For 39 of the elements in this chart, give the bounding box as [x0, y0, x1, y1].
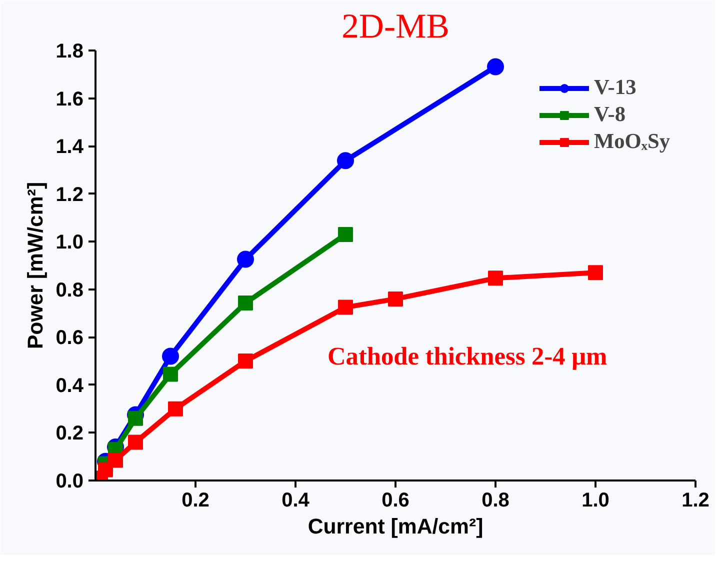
y-tick-label: 0.4 — [56, 374, 84, 397]
point — [588, 265, 603, 280]
point — [108, 452, 123, 468]
x-tick-label: 0.2 — [182, 490, 210, 512]
point — [162, 348, 179, 365]
legend-label: V-13 — [594, 75, 636, 100]
y-tick-label: 0.0 — [56, 470, 84, 492]
x-axis-title: Current [mA/cm²] — [308, 514, 484, 538]
y-tick-label: 1.6 — [56, 88, 84, 110]
y-tick-label: 1.8 — [56, 40, 84, 62]
x-tick-label: 1.2 — [682, 490, 710, 512]
y-tick-label: 1.2 — [56, 184, 84, 206]
point — [338, 226, 353, 242]
point — [338, 300, 353, 315]
y-tick-label: 0.2 — [56, 422, 84, 445]
y-axis-title: Power [mW/cm²] — [24, 182, 48, 350]
annotation: Cathode thickness 2-4 μm — [328, 342, 608, 370]
x-tick-label: 1.0 — [582, 490, 610, 512]
chart-title: 2D-MB — [342, 8, 450, 46]
point — [128, 410, 143, 426]
x-tick-label: 0.6 — [382, 490, 410, 512]
y-tick-label: 1.4 — [56, 136, 84, 158]
legend-label: V-8 — [594, 102, 626, 127]
point — [238, 296, 253, 311]
y-tick-label: 1.0 — [56, 232, 84, 254]
point — [237, 250, 254, 268]
point — [337, 152, 354, 170]
legend-label: MoOₓSy — [594, 129, 670, 154]
point — [168, 401, 183, 416]
point — [487, 58, 504, 76]
point — [388, 291, 403, 306]
point — [238, 354, 253, 369]
x-tick-label: 0.4 — [282, 490, 310, 512]
point — [128, 434, 143, 450]
point — [163, 366, 178, 382]
x-tick-label: 0.8 — [482, 490, 510, 512]
y-tick-label: 0.8 — [56, 279, 84, 302]
point — [488, 270, 503, 286]
y-tick-label: 0.6 — [56, 327, 84, 350]
